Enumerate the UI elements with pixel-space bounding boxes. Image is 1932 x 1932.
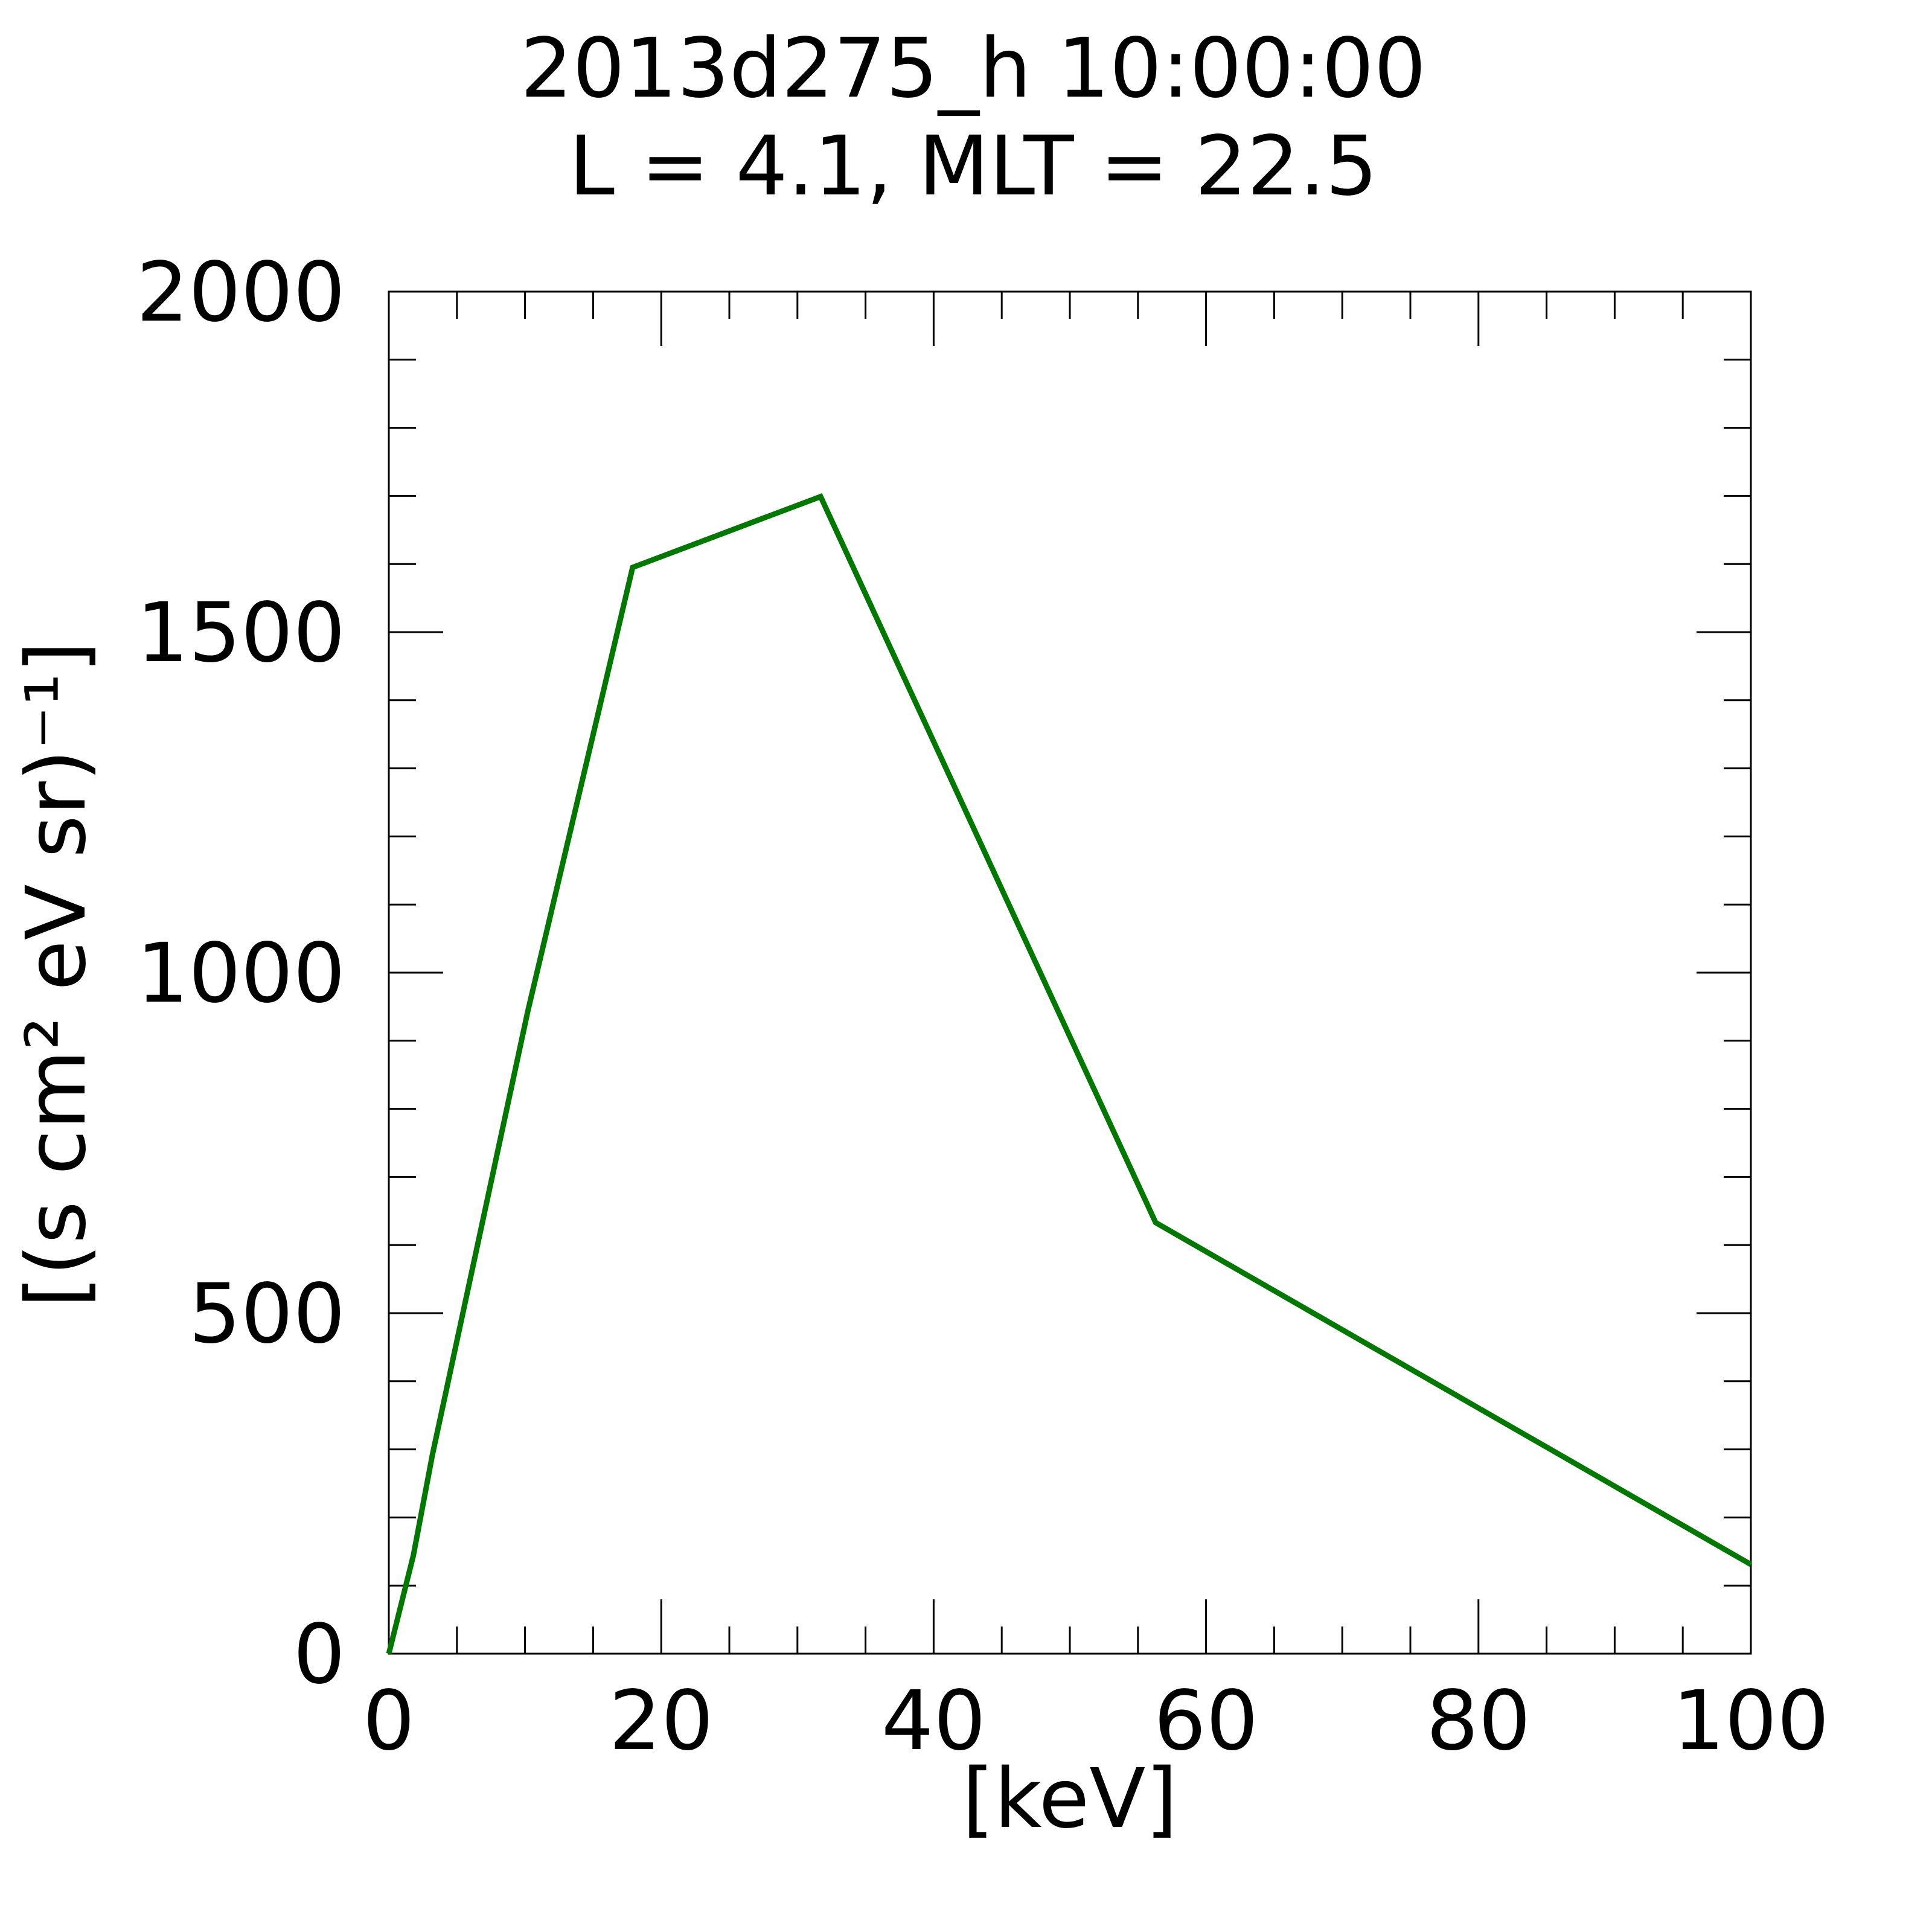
- y-tick-label: 1500: [136, 586, 345, 681]
- y-tick-label: 1000: [136, 926, 345, 1022]
- x-tick-label: 20: [609, 1674, 714, 1769]
- x-tick-label: 80: [1426, 1674, 1531, 1769]
- data-line: [386, 493, 1753, 1655]
- x-tick-label: 60: [1154, 1674, 1258, 1769]
- x-tick-label: 100: [1672, 1674, 1829, 1769]
- x-axis-label: [keV]: [962, 1751, 1178, 1847]
- y-axis-label: [(s cm² eV sr)⁻¹]: [9, 641, 104, 1308]
- chart-title: 2013d275_h 10:00:00: [520, 21, 1426, 117]
- y-tick-label: 500: [188, 1267, 345, 1362]
- y-tick-label: 2000: [136, 245, 345, 341]
- x-tick-label: 0: [363, 1674, 415, 1769]
- x-tick-label: 40: [881, 1674, 986, 1769]
- chart-subtitle: L = 4.1, MLT = 22.5: [569, 119, 1378, 214]
- y-tick-label: 0: [293, 1607, 345, 1703]
